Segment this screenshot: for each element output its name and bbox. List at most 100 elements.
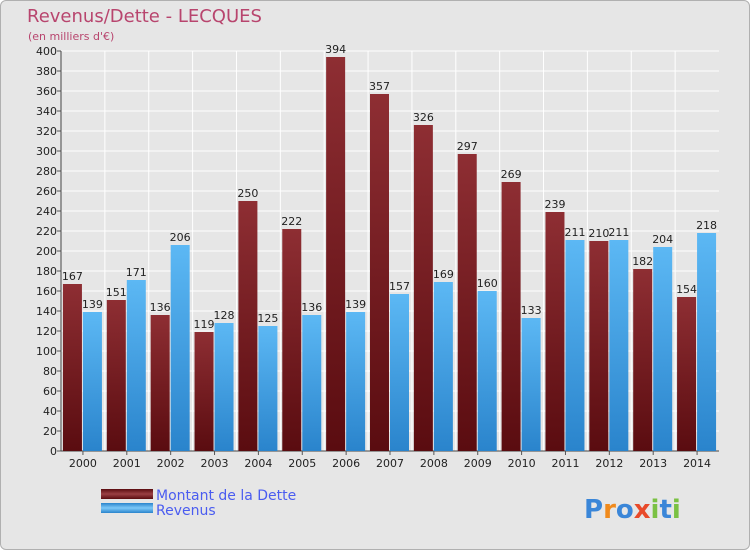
x-tick-label: 2005 <box>288 457 316 470</box>
bar-debt <box>238 201 258 451</box>
x-tick-label: 2003 <box>201 457 229 470</box>
data-label-debt: 357 <box>369 80 390 93</box>
bar-revenus <box>258 326 278 451</box>
data-label-revenus: 160 <box>477 277 498 290</box>
bar-revenus <box>433 282 453 451</box>
y-tick-label: 40 <box>43 405 57 418</box>
x-tick-label: 2010 <box>508 457 536 470</box>
data-label-revenus: 157 <box>389 280 410 293</box>
legend-label-debt: Montant de la Dette <box>156 488 296 504</box>
y-tick-label: 220 <box>36 225 57 238</box>
data-label-revenus: 139 <box>345 298 366 311</box>
data-label-revenus: 206 <box>170 231 191 244</box>
chart-title: Revenus/Dette - LECQUES <box>27 6 262 27</box>
bar-revenus <box>390 294 409 451</box>
data-label-debt: 239 <box>544 198 565 211</box>
bar-debt <box>677 297 697 451</box>
y-tick-label: 0 <box>50 445 57 458</box>
bar-debt <box>370 94 389 451</box>
y-tick-label: 400 <box>36 45 57 58</box>
y-tick-label: 260 <box>36 185 57 198</box>
data-label-debt: 182 <box>632 255 653 268</box>
y-tick-label: 200 <box>36 245 57 258</box>
x-tick-label: 2011 <box>551 457 579 470</box>
y-tick-label: 20 <box>43 425 57 438</box>
y-tick-label: 280 <box>36 165 57 178</box>
logo-letter: i <box>672 495 681 525</box>
bar-revenus <box>346 312 366 451</box>
data-label-debt: 151 <box>106 286 127 299</box>
bar-debt <box>633 269 653 451</box>
x-tick-label: 2014 <box>683 457 711 470</box>
bar-revenus <box>477 291 497 451</box>
data-label-revenus: 125 <box>257 312 278 325</box>
y-tick-label: 320 <box>36 125 57 138</box>
data-label-revenus: 169 <box>433 268 454 281</box>
data-label-revenus: 139 <box>82 298 103 311</box>
data-label-revenus: 136 <box>301 301 322 314</box>
x-tick-label: 2001 <box>113 457 141 470</box>
bar-debt <box>282 229 302 451</box>
x-tick-label: 2007 <box>376 457 404 470</box>
logo-letter: i <box>651 495 660 525</box>
data-label-revenus: 211 <box>608 226 629 239</box>
data-label-debt: 167 <box>62 270 83 283</box>
bar-debt <box>106 300 126 451</box>
bar-revenus <box>653 247 673 451</box>
bar-debt <box>150 315 170 451</box>
data-label-debt: 326 <box>413 111 434 124</box>
logo-letter: t <box>659 495 671 525</box>
bar-revenus <box>214 323 234 451</box>
y-tick-label: 120 <box>36 325 57 338</box>
bar-revenus <box>82 312 102 451</box>
plot-area: 0 20 40 60 80 100 120 140 160 180 200 220 240 260 280 3… <box>36 43 719 470</box>
bar-debt <box>62 284 82 451</box>
bar-debt <box>457 154 477 451</box>
y-tick-label: 340 <box>36 105 57 118</box>
y-tick-label: 100 <box>36 345 57 358</box>
x-tick-label: 2012 <box>595 457 623 470</box>
legend-swatch-revenus <box>101 503 153 513</box>
y-tick-label: 240 <box>36 205 57 218</box>
bar-debt <box>194 332 214 451</box>
y-tick-label: 60 <box>43 385 57 398</box>
data-label-revenus: 204 <box>652 233 673 246</box>
y-tick-label: 80 <box>43 365 57 378</box>
bar-revenus <box>521 318 541 451</box>
x-tick-label: 2004 <box>244 457 272 470</box>
bar-debt <box>413 125 433 451</box>
bar-revenus <box>302 315 322 451</box>
legend: Montant de la Dette Revenus <box>101 488 296 519</box>
bar-revenus <box>565 240 585 451</box>
logo-letter: r <box>603 495 616 525</box>
bar-revenus <box>697 233 717 451</box>
data-label-debt: 136 <box>150 301 171 314</box>
bar-debt <box>589 241 609 451</box>
y-tick-label: 160 <box>36 285 57 298</box>
x-tick-label: 2008 <box>420 457 448 470</box>
data-label-revenus: 218 <box>696 219 717 232</box>
data-label-debt: 119 <box>194 318 215 331</box>
logo-letter: P <box>584 495 603 525</box>
data-label-debt: 154 <box>676 283 697 296</box>
x-tick-label: 2009 <box>464 457 492 470</box>
y-tick-label: 300 <box>36 145 57 158</box>
x-tick-label: 2013 <box>639 457 667 470</box>
y-tick-label: 180 <box>36 265 57 278</box>
bar-revenus <box>609 240 629 451</box>
data-label-revenus: 128 <box>214 309 235 322</box>
data-label-debt: 297 <box>457 140 478 153</box>
y-tick-label: 140 <box>36 305 57 318</box>
logo-letter: o <box>616 495 634 525</box>
data-label-debt: 269 <box>501 168 522 181</box>
bar-revenus <box>170 245 190 451</box>
proxiti-logo: Proxiti <box>584 495 681 525</box>
data-label-debt: 222 <box>281 215 302 228</box>
data-label-revenus: 211 <box>564 226 585 239</box>
x-tick-label: 2000 <box>69 457 97 470</box>
data-label-debt: 210 <box>588 227 609 240</box>
bar-debt <box>501 182 521 451</box>
data-label-revenus: 133 <box>521 304 542 317</box>
bar-revenus <box>126 280 146 451</box>
